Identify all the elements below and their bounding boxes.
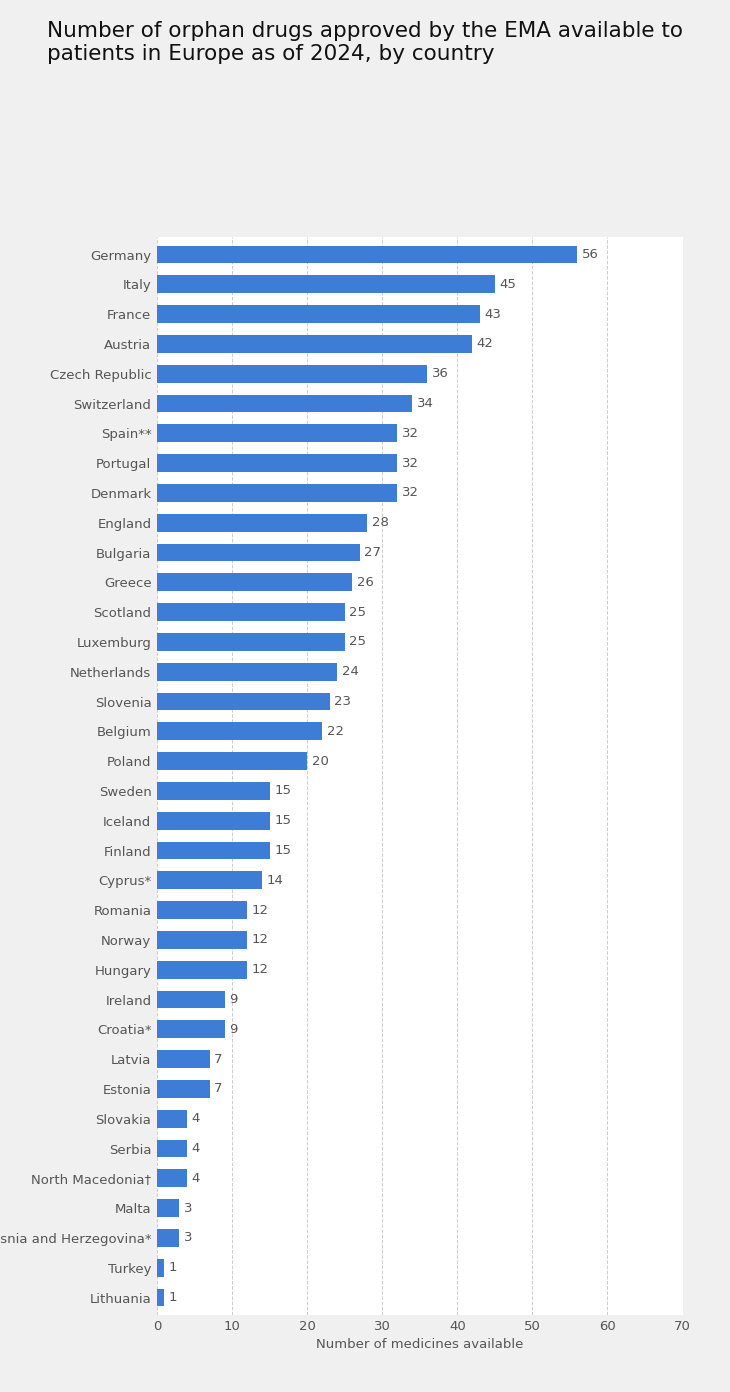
Text: 1: 1 (169, 1261, 177, 1274)
Bar (157, 693, 330, 710)
Text: 4: 4 (191, 1112, 200, 1125)
Bar (157, 1200, 180, 1217)
Bar (157, 633, 345, 651)
Text: 25: 25 (349, 606, 366, 618)
Text: 34: 34 (417, 397, 434, 411)
Text: 42: 42 (477, 337, 493, 351)
Text: Number of orphan drugs approved by the EMA available to
patients in Europe as of: Number of orphan drugs approved by the E… (47, 21, 683, 64)
Bar (157, 1289, 164, 1307)
Bar (157, 276, 495, 294)
Bar (157, 1109, 187, 1128)
Bar (157, 901, 247, 919)
Text: 32: 32 (402, 486, 419, 500)
Text: 7: 7 (214, 1083, 223, 1096)
Bar (157, 245, 577, 263)
Text: 7: 7 (214, 1052, 223, 1066)
Text: 32: 32 (402, 427, 419, 440)
Text: 15: 15 (274, 814, 291, 827)
Bar (157, 1229, 180, 1247)
Bar (157, 574, 352, 592)
Text: 25: 25 (349, 635, 366, 649)
Text: 3: 3 (184, 1232, 193, 1244)
Bar (157, 842, 269, 859)
Text: 28: 28 (372, 516, 388, 529)
Bar (157, 1080, 210, 1098)
X-axis label: Number of medicines available: Number of medicines available (316, 1338, 523, 1352)
Bar (157, 1140, 187, 1158)
Text: 15: 15 (274, 785, 291, 798)
Bar (157, 960, 247, 979)
Text: 9: 9 (229, 992, 237, 1006)
Bar (157, 514, 367, 532)
Bar (157, 603, 345, 621)
Text: 3: 3 (184, 1201, 193, 1215)
Bar (157, 305, 480, 323)
Bar (157, 722, 322, 741)
Text: 43: 43 (484, 308, 502, 320)
Bar (157, 782, 269, 800)
Bar (157, 335, 472, 352)
Text: 20: 20 (312, 754, 328, 767)
Text: 12: 12 (252, 903, 269, 917)
Text: 9: 9 (229, 1023, 237, 1036)
Text: 15: 15 (274, 844, 291, 857)
Text: 56: 56 (582, 248, 599, 262)
Text: 4: 4 (191, 1141, 200, 1155)
Bar (157, 365, 427, 383)
Bar (157, 663, 337, 681)
Bar (157, 484, 397, 503)
Text: 14: 14 (266, 874, 283, 887)
Text: 36: 36 (431, 367, 449, 380)
Text: 26: 26 (357, 576, 374, 589)
Text: 27: 27 (364, 546, 381, 560)
Text: 23: 23 (334, 695, 351, 709)
Text: 1: 1 (169, 1290, 177, 1304)
Bar (157, 991, 225, 1008)
Bar (157, 931, 247, 949)
Bar (157, 425, 397, 443)
Text: 12: 12 (252, 963, 269, 976)
Text: 32: 32 (402, 457, 419, 469)
Bar (157, 454, 397, 472)
Text: 22: 22 (326, 725, 344, 738)
Text: 4: 4 (191, 1172, 200, 1185)
Bar (157, 1050, 210, 1068)
Bar (157, 394, 412, 412)
Bar (157, 1020, 225, 1038)
Bar (157, 871, 262, 889)
Bar (157, 752, 307, 770)
Bar (157, 1258, 164, 1276)
Bar (157, 812, 269, 830)
Text: 45: 45 (499, 278, 516, 291)
Text: 12: 12 (252, 934, 269, 947)
Bar (157, 544, 360, 561)
Text: 24: 24 (342, 665, 358, 678)
Bar (157, 1169, 187, 1187)
